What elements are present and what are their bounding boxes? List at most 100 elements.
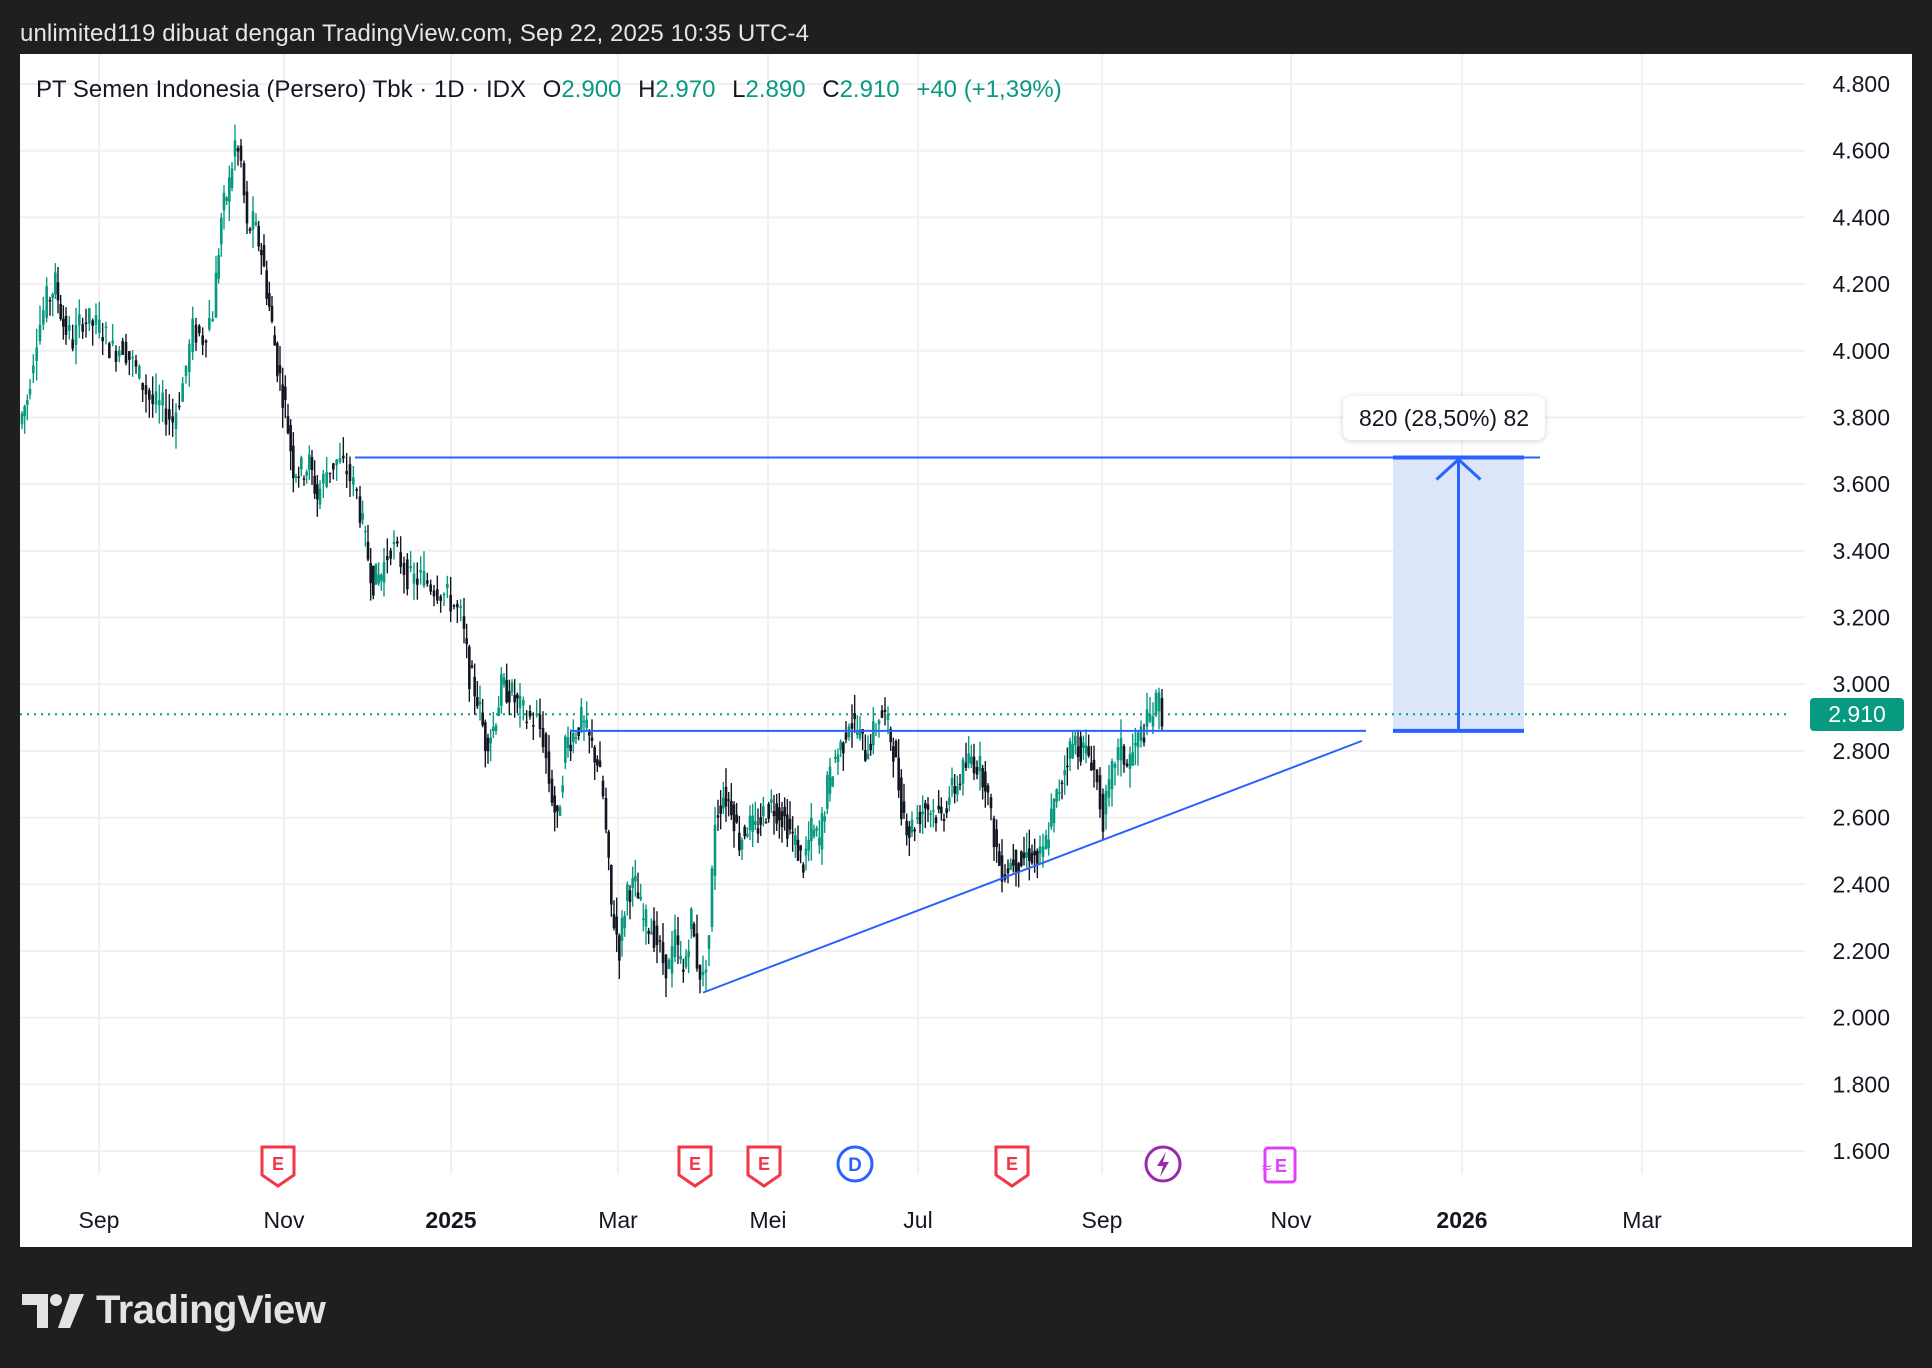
candle-body — [161, 392, 164, 406]
symbol-title[interactable]: PT Semen Indonesia (Persero) Tbk · 1D · … — [36, 76, 526, 103]
candle-body — [556, 805, 559, 812]
candle-body — [71, 339, 74, 349]
time-axis-label: Nov — [1271, 1207, 1312, 1233]
price-axis-label: 2.600 — [1832, 805, 1890, 831]
candle-body — [211, 319, 214, 322]
candle-body — [409, 566, 412, 569]
candle-body — [807, 839, 810, 851]
price-chart[interactable]: 4.800 4.600 4.400 4.200 4.000 3.800 3.600 3.400… — [20, 54, 1912, 1247]
candle-body — [251, 211, 255, 230]
candle-body — [518, 695, 522, 709]
chart-frame[interactable]: 4.800 4.600 4.400 4.200 4.000 3.800 3.600 3.400… — [20, 54, 1912, 1247]
earnings-marker-icon[interactable]: E — [744, 1144, 784, 1188]
earnings-marker-icon[interactable]: E — [258, 1144, 298, 1188]
candle-body — [138, 365, 141, 379]
candle-body — [1036, 850, 1039, 864]
candle-body — [84, 322, 88, 325]
candle-body — [908, 826, 911, 838]
candle-body — [456, 603, 459, 608]
candle-body — [372, 565, 375, 596]
candle-body — [1087, 746, 1090, 756]
candle-body — [788, 818, 792, 830]
candle-body — [481, 712, 484, 726]
candle-body — [981, 767, 984, 788]
candle-body — [716, 815, 720, 818]
candle-body — [1033, 850, 1036, 856]
candle-body — [1063, 770, 1066, 776]
candle-body — [500, 674, 503, 706]
candle-body — [984, 771, 987, 792]
upcoming-earnings-icon[interactable]: E ≈ — [1257, 1144, 1297, 1188]
candle-body — [42, 310, 45, 325]
tv-logo-icon — [22, 1293, 84, 1328]
candle-body — [141, 383, 144, 390]
candle-body — [278, 365, 282, 374]
candle-body — [452, 605, 456, 607]
candle-body — [937, 805, 940, 810]
candle-body — [921, 811, 924, 815]
candle-body — [345, 471, 348, 475]
candle-body — [553, 795, 556, 813]
candle-body — [426, 580, 429, 584]
candle-body — [1020, 851, 1023, 867]
candle-body — [894, 741, 898, 758]
price-axis-label: 4.000 — [1832, 338, 1890, 364]
candle-body — [945, 808, 948, 814]
candle-body — [1074, 735, 1077, 746]
dividend-marker-icon[interactable]: D — [835, 1144, 875, 1188]
candle-body — [32, 365, 35, 374]
candle-body — [794, 835, 797, 846]
candle-body — [171, 416, 174, 423]
candle-body — [926, 804, 930, 810]
candle-body — [292, 445, 295, 479]
candle-body — [673, 929, 677, 957]
candle-body — [396, 541, 399, 544]
candle-body — [856, 731, 859, 735]
candle-body — [459, 606, 462, 609]
candle-body — [998, 851, 1001, 866]
candle-body — [276, 343, 279, 377]
candle-body — [310, 457, 314, 471]
candle-body — [650, 932, 653, 935]
candle-body — [528, 711, 532, 717]
candle-body — [1014, 849, 1018, 872]
candle-body — [642, 918, 645, 921]
candle-body — [257, 225, 260, 247]
candle-body — [325, 472, 328, 487]
earnings-marker-icon[interactable]: E — [992, 1144, 1032, 1188]
price-axis-label: 3.000 — [1832, 671, 1890, 697]
candle-body — [184, 365, 188, 376]
lightning-event-icon[interactable] — [1143, 1144, 1183, 1188]
candle-body — [338, 458, 342, 463]
candle-body — [260, 249, 263, 256]
time-axis-label: Mar — [598, 1207, 638, 1233]
candle-body — [1145, 709, 1149, 727]
price-axis-label: 4.400 — [1832, 204, 1890, 230]
candle-body — [751, 815, 754, 832]
candle-body — [975, 767, 979, 775]
candle-body — [834, 757, 837, 759]
candle-body — [88, 308, 91, 324]
candle-body — [932, 810, 935, 812]
candle-body — [804, 848, 808, 856]
candle-body — [886, 713, 890, 721]
candle-body — [869, 743, 872, 751]
candle-body — [1110, 760, 1114, 790]
candle-body — [297, 476, 300, 479]
price-axis-label: 3.600 — [1832, 471, 1890, 497]
candle-body — [332, 463, 335, 470]
candle-body — [956, 786, 959, 795]
earnings-marker-icon[interactable]: E — [675, 1144, 715, 1188]
candle-body — [1157, 692, 1161, 712]
candle-body — [222, 192, 226, 211]
candle-body — [402, 562, 406, 576]
ascending-trendline[interactable] — [702, 739, 1363, 994]
candle-body — [727, 799, 730, 801]
candle-body — [355, 489, 358, 491]
candle-body — [682, 969, 685, 972]
candle-body — [23, 406, 26, 417]
candle-body — [1107, 779, 1111, 798]
candle-body — [970, 756, 973, 765]
candle-body — [399, 552, 402, 567]
candle-body — [661, 942, 665, 964]
